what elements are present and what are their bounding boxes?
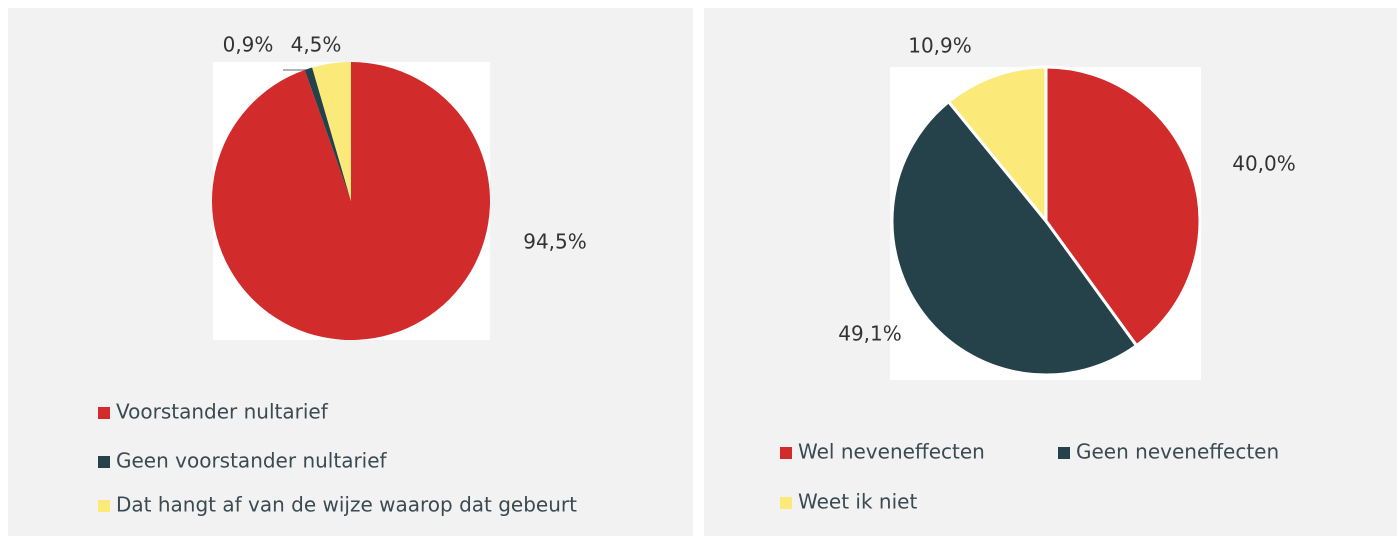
legend-swatch [780,447,792,459]
legend-label: Wel neveneffecten [798,440,985,464]
pie-slice [890,99,1139,377]
legend-swatch [1058,447,1070,459]
pie-slice [212,62,491,340]
data-label: 49,1% [838,322,902,346]
legend-swatch [98,407,110,419]
pie-slice [946,65,1048,226]
legend-swatch [98,456,110,468]
pie-slice [304,67,351,202]
data-label: 10,9% [908,34,972,58]
data-label: 4,5% [291,33,342,57]
data-label: 94,5% [523,230,587,254]
legend-label: Geen neveneffecten [1076,440,1279,464]
pie-slice [1044,65,1202,348]
data-label: 0,9% [223,33,274,57]
legend-label: Voorstander nultarief [116,400,329,424]
data-label: 40,0% [1232,152,1296,176]
legend-swatch [780,497,792,509]
legend-label: Dat hangt af van de wijze waarop dat geb… [116,493,577,517]
legend-label: Geen voorstander nultarief [116,449,388,473]
legend-swatch [98,500,110,512]
legend-label: Weet ik niet [798,490,917,514]
pie-slice [312,62,351,201]
